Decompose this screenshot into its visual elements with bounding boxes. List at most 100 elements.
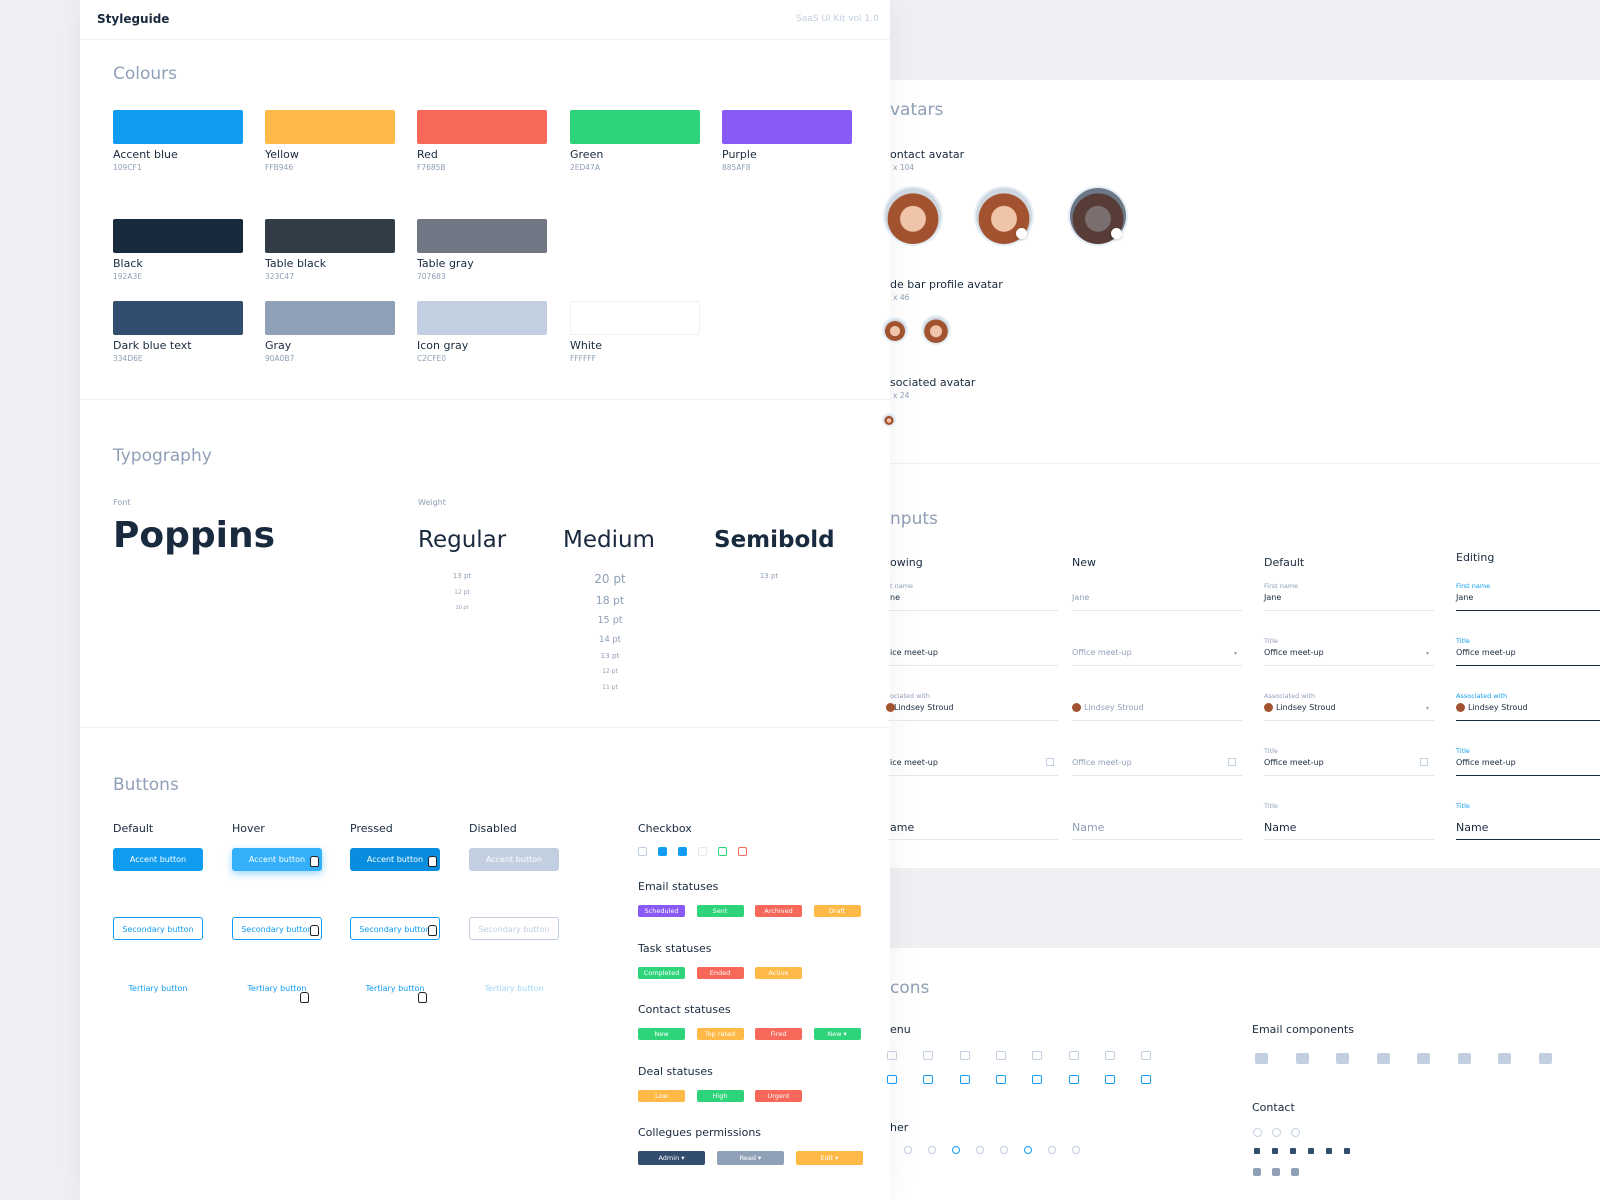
icon [1000,1146,1008,1154]
divider [80,39,890,40]
avatar-badge [1111,228,1122,239]
status-chip[interactable]: Edit ▾ [796,1151,863,1165]
secondary-button[interactable]: Secondary button [232,917,322,940]
menu-icon [1141,1051,1152,1060]
colour-name: Purple [722,148,757,161]
status-chip[interactable]: Fired [755,1028,802,1040]
state-label: Hover [232,822,265,835]
cursor [428,925,437,936]
state-label: Default [113,822,154,835]
status-chip[interactable]: Archived [755,905,802,917]
colour-swatch [417,301,547,335]
colour-hex: 109CF1 [113,163,142,172]
status-chip[interactable]: Top rated [696,1028,744,1040]
avatar [885,188,941,244]
contact-icon [1253,1128,1262,1137]
field-underline [1072,720,1242,721]
size-label: 11 pt [602,684,618,691]
field-value: Name [1072,821,1105,834]
field-label: Title [1456,802,1470,810]
status-chip[interactable]: Scheduled [638,905,685,917]
colour-hex: 90A0B7 [265,354,295,363]
status-chip[interactable]: Urgent [755,1089,802,1102]
colour-name: Red [417,148,438,161]
menu-icon [1141,1075,1152,1084]
cursor [418,992,427,1003]
contact-icon [1272,1148,1278,1154]
secondary-button[interactable]: Secondary button [350,917,440,940]
icon-section-title: Contact [1252,1101,1295,1114]
tertiary-button[interactable]: Tertiary button [484,984,544,993]
field-value: Name [1456,821,1489,834]
page-title: Styleguide [97,12,170,26]
size-label: 10 pt [455,605,469,611]
menu-icon [959,1075,970,1084]
column-title: New [1072,556,1096,569]
field-underline [1456,665,1600,666]
status-chip[interactable]: New [638,1028,685,1040]
calendar-icon [1420,758,1428,766]
status-chip[interactable]: High [696,1089,744,1102]
tertiary-button[interactable]: Tertiary button [365,984,425,993]
field-value: Office meet-up [1264,648,1324,657]
contact-icon [1291,1128,1300,1137]
field-label: Title [1264,637,1278,645]
menu-icon [923,1051,934,1060]
field-underline [1072,610,1242,611]
avatar-group-name: de bar profile avatar [890,278,1003,291]
field-underline [888,720,1058,721]
accent-button[interactable]: Accent button [113,848,203,871]
field-underline [888,610,1058,611]
field-value: Lindsey Stroud [1276,703,1336,712]
status-chip[interactable]: Ended [696,966,744,979]
checkbox [698,847,707,856]
colour-swatch [570,301,700,335]
icon [1072,1146,1080,1154]
status-chip[interactable]: Completed [638,966,685,979]
size-label: 15 pt [597,615,623,626]
menu-icon [995,1075,1006,1084]
label: Weight [418,498,446,507]
status-chip[interactable]: Draft [813,905,861,917]
email-icon [1417,1053,1430,1064]
status-chip[interactable]: Sent [696,905,744,917]
colour-name: Gray [265,339,292,352]
avatar [1264,703,1273,712]
contact-icon [1326,1148,1332,1154]
tertiary-button[interactable]: Tertiary button [247,984,307,993]
contact-icon [1253,1168,1261,1176]
secondary-button[interactable]: Secondary button [113,917,203,940]
size-label: 13 pt [759,572,779,580]
colour-name: Table gray [417,257,474,270]
weight-name: Medium [563,527,655,553]
status-chip[interactable]: Admin ▾ [638,1151,705,1165]
contact-icon [1272,1168,1280,1176]
colour-swatch [113,110,243,144]
accent-button[interactable]: Accent button [232,848,322,871]
page-subtitle: SaaS UI Kit vol 1.0 [796,14,879,24]
state-label: Disabled [469,822,517,835]
secondary-button[interactable]: Secondary button [469,917,559,940]
icon [904,1146,912,1154]
panel [890,948,1600,1200]
section-title: cons [890,978,930,998]
section-title: Buttons [113,775,179,795]
accent-button[interactable]: Accent button [350,848,440,871]
avatar-group-name: sociated avatar [890,376,976,389]
status-chip[interactable]: Active [755,966,802,979]
status-chip[interactable]: Low [638,1089,685,1102]
colour-swatch [265,301,395,335]
accent-button[interactable]: Accent button [469,848,559,871]
status-chip[interactable]: New ▾ [813,1028,861,1040]
menu-icon [1032,1051,1043,1060]
section-title: nputs [890,509,938,529]
tertiary-button[interactable]: Tertiary button [128,984,188,993]
group-title: Collegues permissions [638,1126,762,1139]
status-chip[interactable]: Read ▾ [717,1151,784,1165]
colour-hex: F7685B [417,163,446,172]
email-icon [1295,1053,1309,1064]
size-label: 12 pt [602,668,618,675]
colour-swatch [265,110,395,144]
avatar [884,319,906,341]
colour-name: Yellow [265,148,299,161]
